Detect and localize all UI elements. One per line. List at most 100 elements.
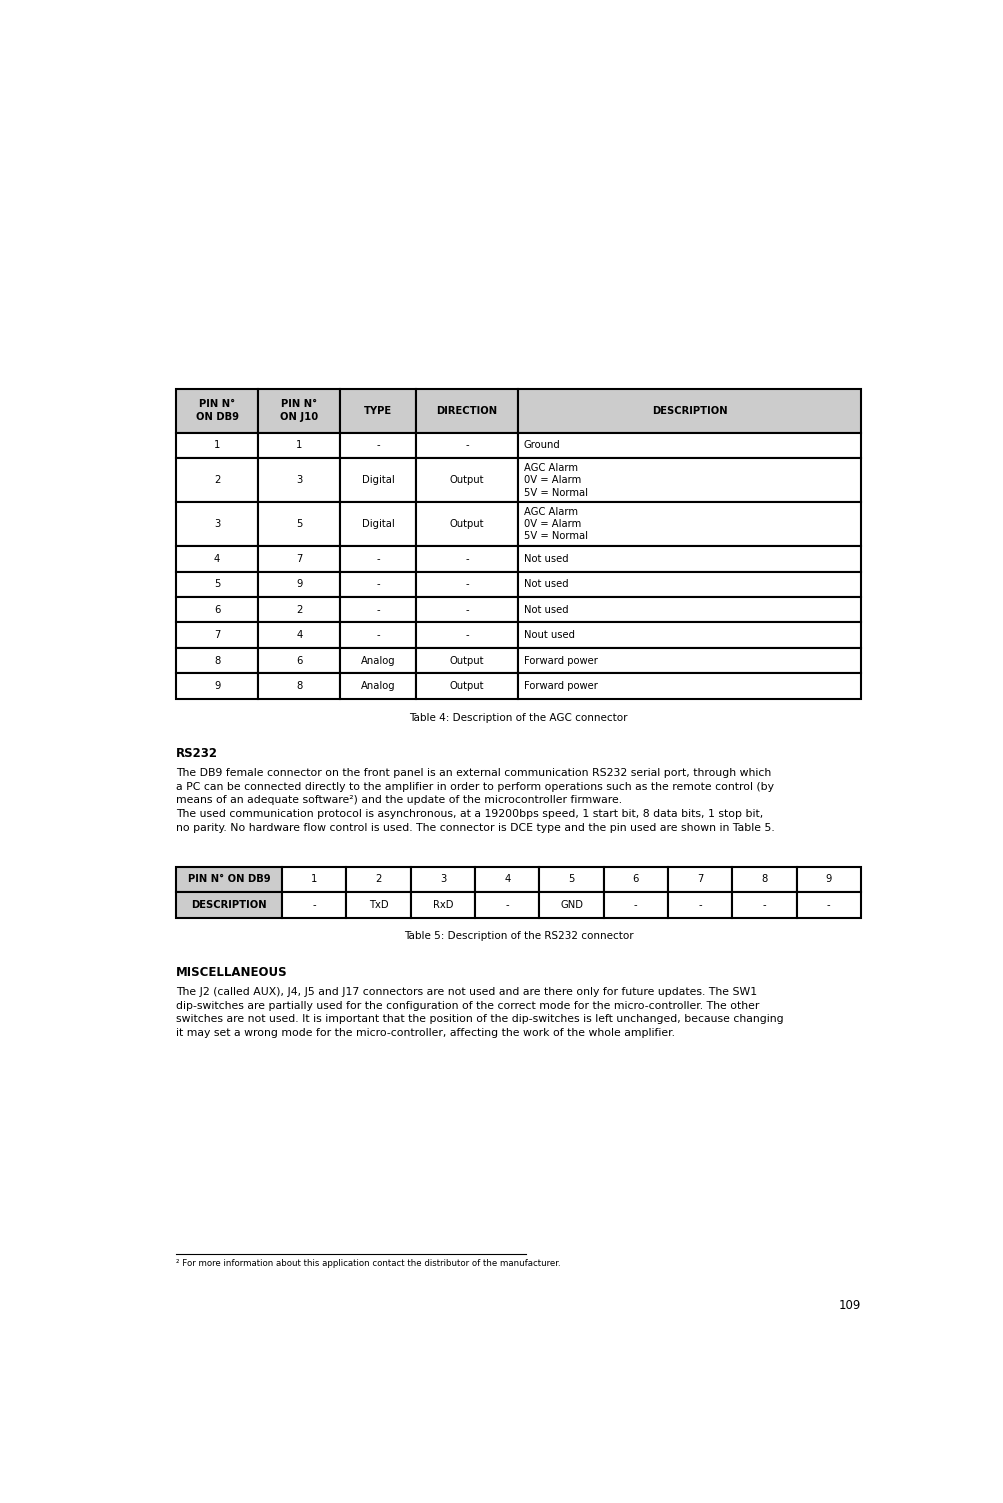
FancyBboxPatch shape xyxy=(176,893,282,917)
Text: Not used: Not used xyxy=(524,604,568,615)
Text: PIN N° ON DB9: PIN N° ON DB9 xyxy=(188,875,270,884)
Text: 6: 6 xyxy=(296,655,302,666)
Text: 8: 8 xyxy=(214,655,220,666)
FancyBboxPatch shape xyxy=(282,893,346,917)
Text: -: - xyxy=(464,604,468,615)
FancyBboxPatch shape xyxy=(176,648,258,673)
FancyBboxPatch shape xyxy=(410,893,474,917)
FancyBboxPatch shape xyxy=(176,571,258,597)
Text: Not used: Not used xyxy=(524,553,568,564)
FancyBboxPatch shape xyxy=(415,389,518,433)
Text: 2: 2 xyxy=(296,604,302,615)
Text: -: - xyxy=(312,900,316,909)
FancyBboxPatch shape xyxy=(415,673,518,699)
Text: 7: 7 xyxy=(296,553,302,564)
FancyBboxPatch shape xyxy=(258,458,340,502)
Text: -: - xyxy=(464,440,468,451)
Text: -: - xyxy=(464,630,468,640)
FancyBboxPatch shape xyxy=(340,458,415,502)
Text: ² For more information about this application contact the distributor of the man: ² For more information about this applic… xyxy=(176,1260,560,1269)
Text: 9: 9 xyxy=(214,681,220,691)
FancyBboxPatch shape xyxy=(415,458,518,502)
Text: Output: Output xyxy=(449,475,483,485)
Text: -: - xyxy=(633,900,637,909)
Text: Ground: Ground xyxy=(524,440,560,451)
FancyBboxPatch shape xyxy=(176,546,258,571)
Text: Analog: Analog xyxy=(360,681,395,691)
Text: 5: 5 xyxy=(568,875,574,884)
Text: 7: 7 xyxy=(214,630,220,640)
FancyBboxPatch shape xyxy=(415,622,518,648)
Text: 8: 8 xyxy=(296,681,302,691)
Text: Not used: Not used xyxy=(524,579,568,589)
FancyBboxPatch shape xyxy=(474,893,539,917)
Text: 9: 9 xyxy=(296,579,302,589)
FancyBboxPatch shape xyxy=(176,867,282,893)
Text: PIN N°
ON J10: PIN N° ON J10 xyxy=(280,400,318,422)
FancyBboxPatch shape xyxy=(258,648,340,673)
FancyBboxPatch shape xyxy=(415,433,518,458)
Text: 9: 9 xyxy=(824,875,831,884)
Text: -: - xyxy=(697,900,701,909)
Text: Table 5: Description of the RS232 connector: Table 5: Description of the RS232 connec… xyxy=(403,932,633,941)
Text: Nout used: Nout used xyxy=(524,630,575,640)
FancyBboxPatch shape xyxy=(518,502,860,546)
Text: Forward power: Forward power xyxy=(524,681,597,691)
FancyBboxPatch shape xyxy=(539,893,603,917)
Text: -: - xyxy=(376,440,379,451)
Text: -: - xyxy=(376,630,379,640)
FancyBboxPatch shape xyxy=(258,546,340,571)
FancyBboxPatch shape xyxy=(474,867,539,893)
Text: Output: Output xyxy=(449,519,483,529)
Text: 1: 1 xyxy=(311,875,317,884)
Text: TYPE: TYPE xyxy=(364,406,392,416)
Text: 2: 2 xyxy=(375,875,381,884)
FancyBboxPatch shape xyxy=(518,433,860,458)
Text: 2: 2 xyxy=(214,475,220,485)
Text: -: - xyxy=(762,900,765,909)
Text: RxD: RxD xyxy=(432,900,452,909)
Text: 5: 5 xyxy=(296,519,302,529)
Text: 4: 4 xyxy=(214,553,220,564)
Text: Table 4: Description of the AGC connector: Table 4: Description of the AGC connecto… xyxy=(409,712,627,723)
FancyBboxPatch shape xyxy=(258,433,340,458)
FancyBboxPatch shape xyxy=(731,893,795,917)
Text: 1: 1 xyxy=(214,440,220,451)
FancyBboxPatch shape xyxy=(258,502,340,546)
FancyBboxPatch shape xyxy=(518,673,860,699)
Text: -: - xyxy=(464,553,468,564)
FancyBboxPatch shape xyxy=(340,622,415,648)
FancyBboxPatch shape xyxy=(518,389,860,433)
FancyBboxPatch shape xyxy=(176,433,258,458)
FancyBboxPatch shape xyxy=(258,597,340,622)
FancyBboxPatch shape xyxy=(258,622,340,648)
FancyBboxPatch shape xyxy=(667,893,731,917)
Text: 4: 4 xyxy=(504,875,510,884)
Text: Output: Output xyxy=(449,655,483,666)
FancyBboxPatch shape xyxy=(176,597,258,622)
FancyBboxPatch shape xyxy=(415,648,518,673)
Text: TxD: TxD xyxy=(368,900,388,909)
FancyBboxPatch shape xyxy=(518,546,860,571)
Text: Forward power: Forward power xyxy=(524,655,597,666)
Text: 3: 3 xyxy=(296,475,302,485)
FancyBboxPatch shape xyxy=(415,597,518,622)
FancyBboxPatch shape xyxy=(603,867,667,893)
FancyBboxPatch shape xyxy=(176,673,258,699)
Text: -: - xyxy=(376,579,379,589)
Text: Digital: Digital xyxy=(361,519,394,529)
FancyBboxPatch shape xyxy=(603,893,667,917)
Text: 6: 6 xyxy=(214,604,220,615)
Text: 1: 1 xyxy=(296,440,302,451)
FancyBboxPatch shape xyxy=(346,867,410,893)
FancyBboxPatch shape xyxy=(258,389,340,433)
Text: -: - xyxy=(505,900,509,909)
Text: 8: 8 xyxy=(760,875,766,884)
FancyBboxPatch shape xyxy=(176,622,258,648)
Text: 6: 6 xyxy=(632,875,638,884)
Text: PIN N°
ON DB9: PIN N° ON DB9 xyxy=(196,400,239,422)
Text: MISCELLANEOUS: MISCELLANEOUS xyxy=(176,966,288,978)
Text: AGC Alarm
0V = Alarm
5V = Normal: AGC Alarm 0V = Alarm 5V = Normal xyxy=(524,507,588,541)
Text: 5: 5 xyxy=(214,579,220,589)
FancyBboxPatch shape xyxy=(539,867,603,893)
